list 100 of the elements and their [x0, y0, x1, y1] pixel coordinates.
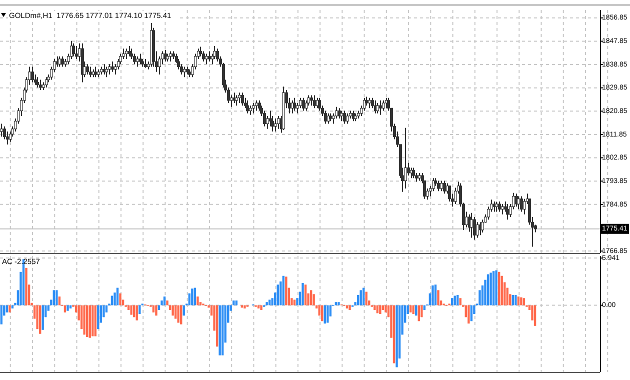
candlestick: [437, 180, 440, 192]
bar: [177, 305, 180, 323]
bar: [304, 284, 307, 306]
bar: [360, 290, 362, 306]
bar: [160, 300, 163, 306]
bar: [450, 298, 454, 306]
candlestick: [274, 118, 277, 132]
bar: [66, 305, 69, 311]
bar: [456, 294, 459, 306]
candlestick: [302, 97, 305, 112]
candlestick: [404, 127, 407, 189]
candlestick: [75, 46, 78, 60]
candlestick: [105, 66, 108, 78]
bar: [310, 290, 312, 306]
bar: [520, 297, 522, 306]
candlestick: [36, 76, 39, 88]
bar: [517, 296, 520, 306]
bar: [119, 293, 122, 306]
candlestick: [368, 97, 371, 109]
candlestick: [481, 219, 484, 234]
candlestick: [235, 94, 238, 106]
bar: [196, 296, 199, 306]
candlestick: [89, 66, 92, 78]
candlestick: [310, 94, 313, 106]
candlestick: [313, 94, 316, 109]
bar: [130, 305, 132, 315]
bar: [374, 305, 376, 310]
bar: [302, 283, 304, 306]
candlestick: [293, 97, 296, 112]
bar: [38, 305, 42, 334]
bar: [163, 296, 166, 306]
bar: [432, 285, 434, 306]
bar: [83, 305, 86, 335]
bar: [498, 272, 500, 306]
candlestick: [266, 115, 269, 130]
bar: [534, 305, 536, 326]
bar: [110, 296, 114, 306]
candlestick: [476, 222, 479, 238]
bar: [180, 305, 182, 324]
bar: [454, 296, 456, 306]
bar: [437, 290, 440, 306]
bar: [268, 300, 271, 306]
candlestick: [443, 180, 446, 194]
candlestick: [343, 110, 346, 124]
bar: [312, 294, 315, 306]
bar: [42, 305, 44, 330]
bar: [97, 305, 100, 330]
bar: [492, 271, 495, 306]
bar: [244, 305, 246, 308]
candlestick: [473, 216, 476, 240]
bar: [58, 296, 61, 306]
bar: [396, 305, 398, 368]
candlestick: [238, 92, 241, 104]
bar: [235, 300, 238, 306]
candlestick: [246, 100, 249, 114]
candlestick: [412, 167, 415, 179]
candlestick: [440, 180, 443, 192]
candlestick: [108, 64, 111, 76]
bar: [191, 288, 194, 306]
bar: [218, 305, 221, 356]
candlestick: [205, 53, 208, 65]
candlestick: [335, 106, 338, 120]
candlestick: [136, 56, 139, 68]
candlestick: [139, 53, 142, 65]
bar: [56, 290, 58, 306]
candlestick: [501, 204, 504, 215]
candlestick: [72, 42, 75, 57]
bar: [116, 288, 119, 306]
bar: [495, 270, 498, 306]
candlestick: [346, 112, 349, 124]
candlestick: [0, 123, 3, 138]
candlestick: [382, 100, 385, 112]
candlestick: [255, 100, 258, 112]
candlestick: [520, 196, 523, 212]
bar: [232, 300, 235, 306]
bar: [512, 294, 514, 306]
bar: [174, 305, 177, 319]
bar: [392, 305, 396, 364]
bar: [8, 305, 11, 312]
bar: [88, 305, 91, 338]
candlestick: [128, 46, 131, 57]
candlestick: [31, 66, 34, 83]
bar: [86, 305, 88, 338]
bar: [459, 298, 462, 306]
candlestick: [183, 66, 186, 78]
candlestick: [208, 50, 211, 62]
bar: [172, 305, 174, 316]
bar: [282, 276, 285, 306]
bar: [348, 305, 351, 310]
candlestick: [517, 196, 520, 210]
bar: [0, 305, 2, 324]
candlestick: [125, 48, 128, 60]
bar: [260, 305, 262, 310]
candlestick: [506, 204, 509, 220]
bar: [434, 284, 437, 306]
bar: [221, 305, 224, 356]
bar: [338, 302, 340, 306]
bar: [155, 305, 158, 316]
bar: [365, 292, 368, 306]
candlestick: [340, 110, 343, 122]
